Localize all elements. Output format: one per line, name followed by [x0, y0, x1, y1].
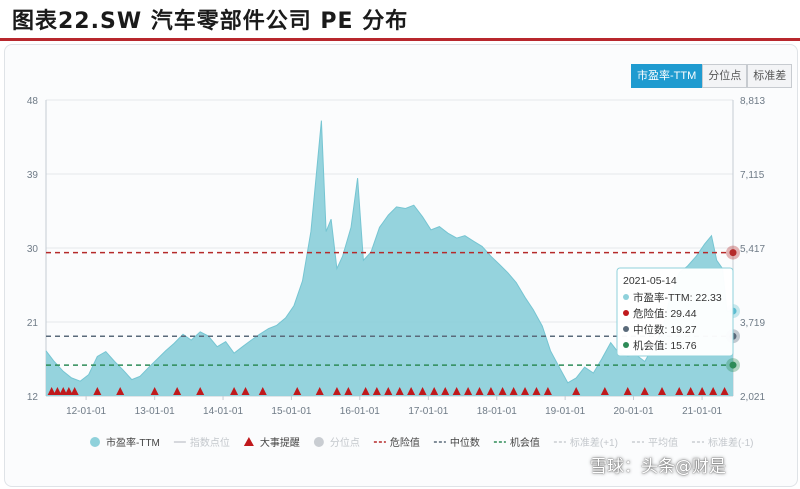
- event-marker: [372, 387, 381, 395]
- legend-label: 大事提醒: [260, 436, 300, 449]
- x-tick-label: 17-01-01: [408, 406, 448, 417]
- x-tick-label: 15-01-01: [271, 406, 311, 417]
- legend-label: 危险值: [390, 436, 420, 449]
- y-tick-label-right: 8,813: [740, 96, 765, 107]
- event-marker: [686, 387, 695, 395]
- x-tick-label: 13-01-01: [135, 406, 175, 417]
- event-marker: [600, 387, 609, 395]
- chart-tabs: 市盈率-TTM 分位点 标准差: [631, 64, 793, 88]
- event-marker: [720, 387, 729, 395]
- event-marker: [464, 387, 473, 395]
- y-tick-label-left: 21: [27, 318, 39, 329]
- legend-label: 标准差(+1): [570, 436, 618, 449]
- legend-label: 分位点: [330, 436, 360, 449]
- event-marker: [572, 387, 581, 395]
- title-divider: [0, 38, 800, 41]
- x-tick-label: 20-01-01: [614, 406, 654, 417]
- tooltip-bullet: [623, 294, 629, 300]
- event-marker: [640, 387, 649, 395]
- tooltip-bullet: [623, 342, 629, 348]
- event-marker: [407, 387, 416, 395]
- title-bar: 图表22.SW 汽车零部件公司 PE 分布: [0, 0, 800, 41]
- tooltip-row-label: 危险值: 29.44: [633, 307, 697, 320]
- y-tick-label-left: 12: [27, 392, 39, 403]
- legend-dot: [313, 437, 324, 447]
- y-tick-label-right: 3,719: [740, 318, 765, 329]
- y-tick-label-right: 2,021: [740, 392, 765, 403]
- legend-label: 机会值: [510, 436, 540, 449]
- event-marker: [64, 387, 73, 395]
- event-marker: [241, 387, 250, 395]
- event-marker: [698, 387, 707, 395]
- x-tick-label: 14-01-01: [203, 406, 243, 417]
- event-marker: [543, 387, 552, 395]
- tooltip-row-label: 市盈率-TTM: 22.33: [633, 291, 722, 304]
- event-marker: [441, 387, 450, 395]
- tooltip-bullet: [623, 310, 629, 316]
- tooltip-date: 2021-05-14: [623, 275, 677, 287]
- tooltip-box: [616, 267, 734, 357]
- event-marker: [452, 387, 461, 395]
- x-tick-label: 16-01-01: [340, 406, 380, 417]
- event-marker: [395, 387, 404, 395]
- legend-label: 平均值: [648, 436, 678, 449]
- event-marker: [709, 387, 718, 395]
- event-marker: [93, 387, 102, 395]
- event-marker: [657, 387, 666, 395]
- reference-marker: [729, 361, 737, 369]
- reference-marker: [729, 249, 737, 257]
- event-marker: [430, 387, 439, 395]
- event-marker: [418, 387, 427, 395]
- event-marker: [173, 387, 182, 395]
- event-marker: [623, 387, 632, 395]
- tooltip-row-label: 中位数: 19.27: [633, 323, 697, 336]
- legend-label: 市盈率-TTM: [106, 436, 160, 449]
- event-marker: [59, 387, 68, 395]
- event-marker: [196, 387, 205, 395]
- y-tick-label-right: 5,417: [740, 244, 765, 255]
- y-tick-label-right: 7,115: [740, 170, 765, 181]
- tab-percentile[interactable]: 分位点: [702, 64, 748, 88]
- x-tick-label: 12-01-01: [66, 406, 106, 417]
- legend-triangle: [243, 437, 254, 446]
- event-marker: [293, 387, 302, 395]
- event-marker: [53, 387, 62, 395]
- y-tick-label-left: 39: [27, 170, 39, 181]
- event-marker: [47, 387, 56, 395]
- tooltip-bullet: [623, 326, 629, 332]
- page-title: 图表22.SW 汽车零部件公司 PE 分布: [12, 9, 409, 34]
- event-marker: [509, 387, 518, 395]
- event-marker: [230, 387, 239, 395]
- tab-pe-ttm[interactable]: 市盈率-TTM: [631, 64, 703, 88]
- event-marker: [475, 387, 484, 395]
- legend-label: 中位数: [450, 436, 480, 449]
- legend-label: 标准差(-1): [708, 436, 754, 449]
- watermark: 雪球：头条@财是: [590, 457, 726, 477]
- event-marker: [315, 387, 324, 395]
- x-tick-label: 18-01-01: [477, 406, 517, 417]
- x-tick-label: 19-01-01: [545, 406, 585, 417]
- y-tick-label-left: 30: [27, 244, 39, 255]
- pe-ttm-area: [46, 120, 733, 396]
- event-marker: [532, 387, 541, 395]
- event-marker: [116, 387, 125, 395]
- tab-std-dev[interactable]: 标准差: [747, 64, 793, 88]
- event-marker: [344, 387, 353, 395]
- legend-dot: [90, 437, 100, 447]
- event-marker: [332, 387, 341, 395]
- event-marker: [70, 387, 79, 395]
- event-marker: [486, 387, 495, 395]
- event-marker: [150, 387, 159, 395]
- x-tick-label: 21-01-01: [682, 406, 722, 417]
- event-marker: [258, 387, 267, 395]
- event-marker: [521, 387, 530, 395]
- event-marker: [361, 387, 370, 395]
- event-marker: [675, 387, 684, 395]
- event-marker: [498, 387, 507, 395]
- legend-label: 指数点位: [190, 436, 230, 449]
- y-tick-label-left: 48: [27, 96, 39, 107]
- tooltip-row-label: 机会值: 15.76: [633, 339, 697, 352]
- event-marker: [384, 387, 393, 395]
